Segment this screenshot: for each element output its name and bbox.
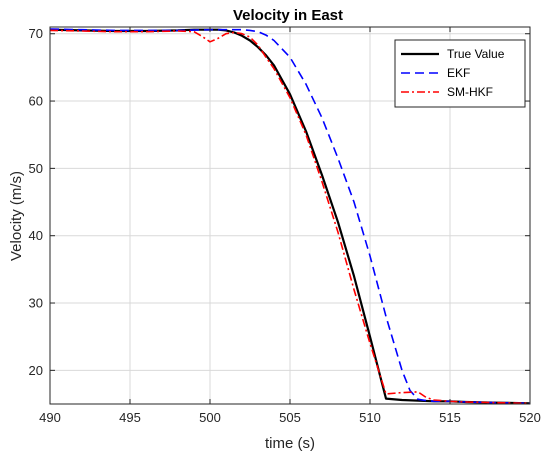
- y-tick-label: 70: [29, 26, 43, 41]
- x-tick-label: 520: [519, 410, 541, 425]
- x-tick-label: 510: [359, 410, 381, 425]
- legend: True Value EKF SM-HKF: [394, 39, 526, 108]
- x-tick-label: 495: [119, 410, 141, 425]
- x-axis-label: time (s): [265, 435, 315, 452]
- series-line-sm-hkf: [49, 29, 531, 405]
- x-tick-label: 505: [279, 410, 301, 425]
- y-tick-label: 50: [29, 161, 43, 176]
- series-line-ekf: [49, 28, 531, 405]
- y-tick-label: 60: [29, 94, 43, 109]
- y-tick-label: 30: [29, 296, 43, 311]
- y-tick-label: 40: [29, 228, 43, 243]
- legend-label: True Value: [447, 47, 505, 61]
- y-axis-label: Velocity (m/s): [8, 171, 25, 261]
- x-tick-label: 515: [439, 410, 461, 425]
- chart-title: Velocity in East: [233, 7, 343, 24]
- x-tick-label: 500: [199, 410, 221, 425]
- legend-label: SM-HKF: [447, 85, 493, 99]
- series-layer: [49, 28, 531, 405]
- legend-label: EKF: [447, 66, 470, 80]
- ticks: 490 495 500 505 510 515 520 20 30 40 50 60 70: [29, 26, 541, 425]
- x-tick-label: 490: [39, 410, 61, 425]
- y-tick-label: 20: [29, 363, 43, 378]
